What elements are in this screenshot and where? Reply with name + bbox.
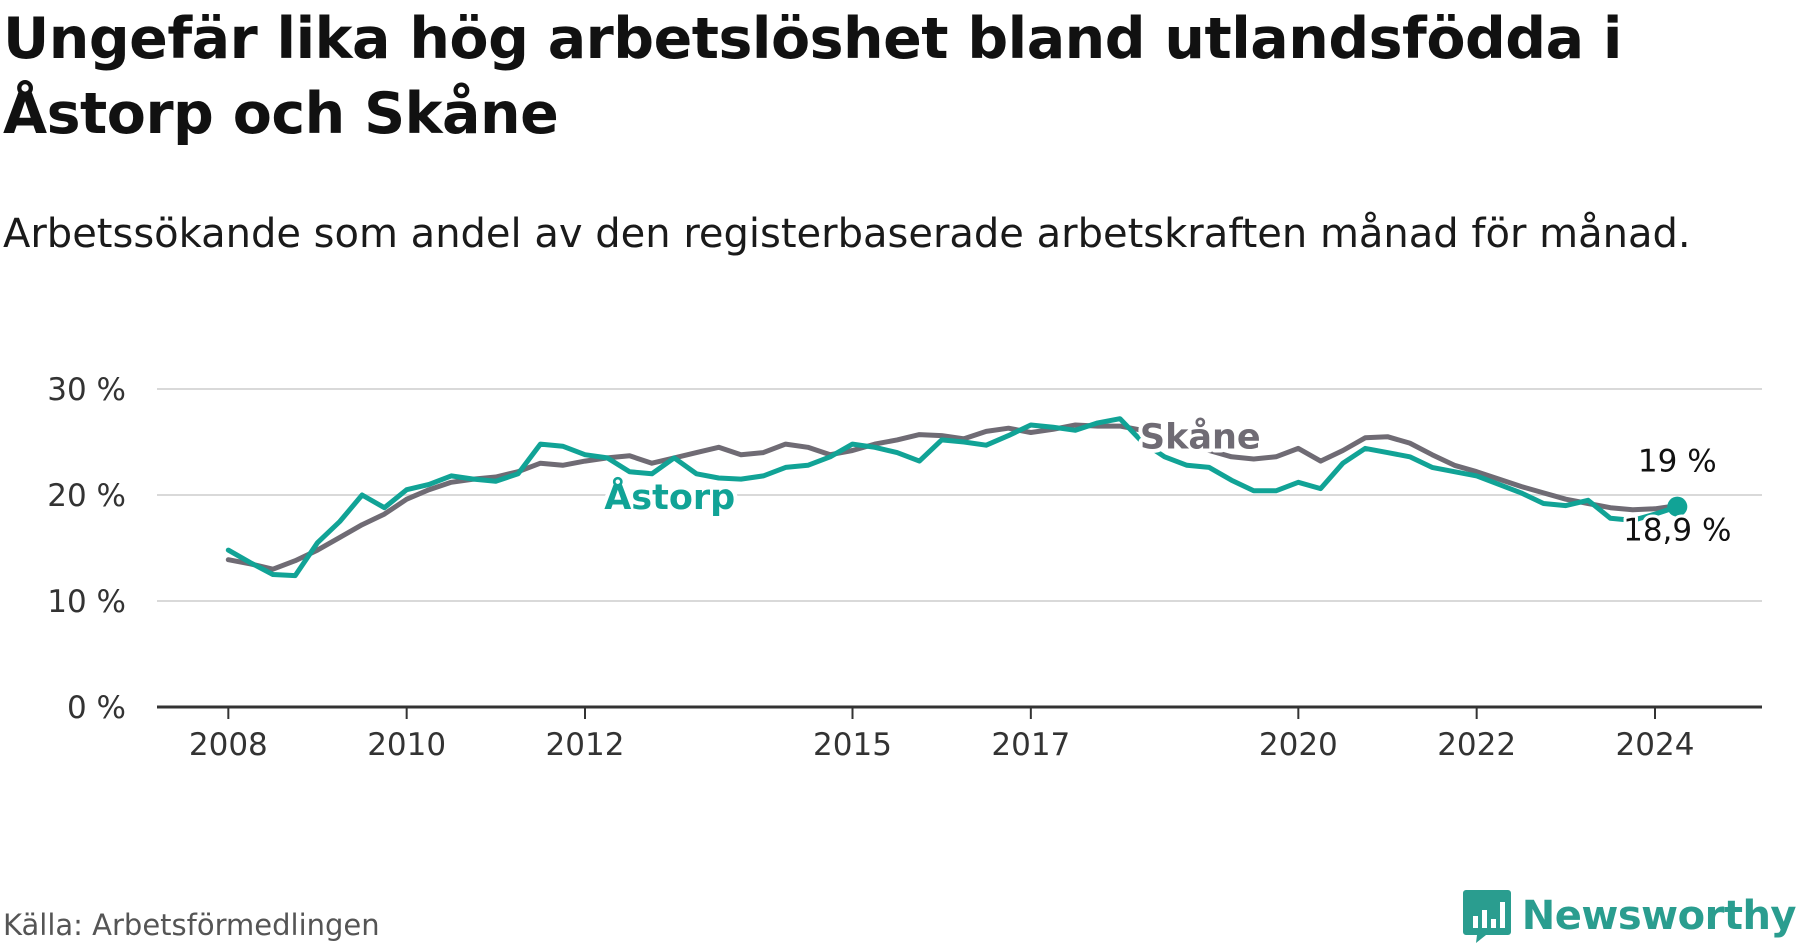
- x-tick-label: 2008: [189, 727, 268, 763]
- series-label-skane: Skåne: [1140, 416, 1261, 457]
- newsworthy-logo-icon: [1462, 890, 1511, 943]
- y-tick-label: 30 %: [47, 372, 126, 408]
- chart-title: Ungefär lika hög arbetslöshet bland utla…: [3, 6, 1622, 147]
- end-label-astorp: 18,9 %: [1623, 513, 1731, 549]
- series-labels: Skåne Åstorp 19 % 18,9 %: [600, 412, 1734, 551]
- grid-lines: [157, 388, 1762, 602]
- x-tick-label: 2024: [1616, 727, 1695, 763]
- x-tick-label: 2010: [367, 727, 446, 763]
- y-axis-ticks: 0 % 10 % 20 % 30 %: [47, 372, 126, 726]
- series-line-astorp: [225, 416, 1680, 579]
- brand-logo[interactable]: Newsworthy: [1462, 888, 1797, 944]
- source-note: Källa: Arbetsförmedlingen: [3, 908, 380, 942]
- x-tick-label: 2020: [1259, 727, 1338, 763]
- series-label-astorp: Åstorp: [604, 476, 735, 518]
- series-end-point: [1667, 496, 1688, 517]
- chart-subtitle: Arbetssökande som andel av den registerb…: [3, 211, 1691, 257]
- x-tick-label: 2022: [1437, 727, 1516, 763]
- x-axis: 2008 2010 2012 2015 2017 2020 2022 2024: [157, 705, 1762, 763]
- x-tick-label: 2017: [991, 727, 1070, 763]
- x-tick-label: 2015: [813, 727, 892, 763]
- series-line-skane: [225, 422, 1680, 572]
- y-tick-label: 10 %: [47, 584, 126, 620]
- line-chart: 0 % 10 % 20 % 30 % 2008 2010 2012 2015 2017 2020…: [47, 372, 1762, 763]
- brand-name: Newsworthy: [1521, 893, 1797, 939]
- x-tick-label: 2012: [546, 727, 625, 763]
- y-tick-label: 0 %: [67, 690, 126, 726]
- end-label-skane: 19 %: [1638, 444, 1717, 480]
- series-lines: [225, 416, 1688, 579]
- y-tick-label: 20 %: [47, 478, 126, 514]
